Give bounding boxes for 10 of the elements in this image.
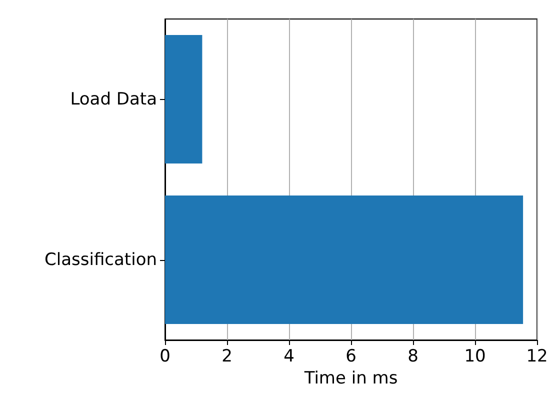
x-tick-label: 2: [222, 346, 232, 366]
x-tick-label: 8: [408, 346, 418, 366]
x-axis-title: Time in ms: [303, 368, 398, 388]
x-tick-label: 6: [346, 346, 356, 366]
x-tick-label: 0: [160, 346, 170, 366]
x-tick-label: 12: [526, 346, 548, 366]
x-tick-label: 4: [284, 346, 294, 366]
y-tick-label: Classification: [44, 250, 157, 270]
y-tick-label: Load Data: [70, 89, 157, 110]
x-tick-label: 10: [464, 346, 486, 366]
